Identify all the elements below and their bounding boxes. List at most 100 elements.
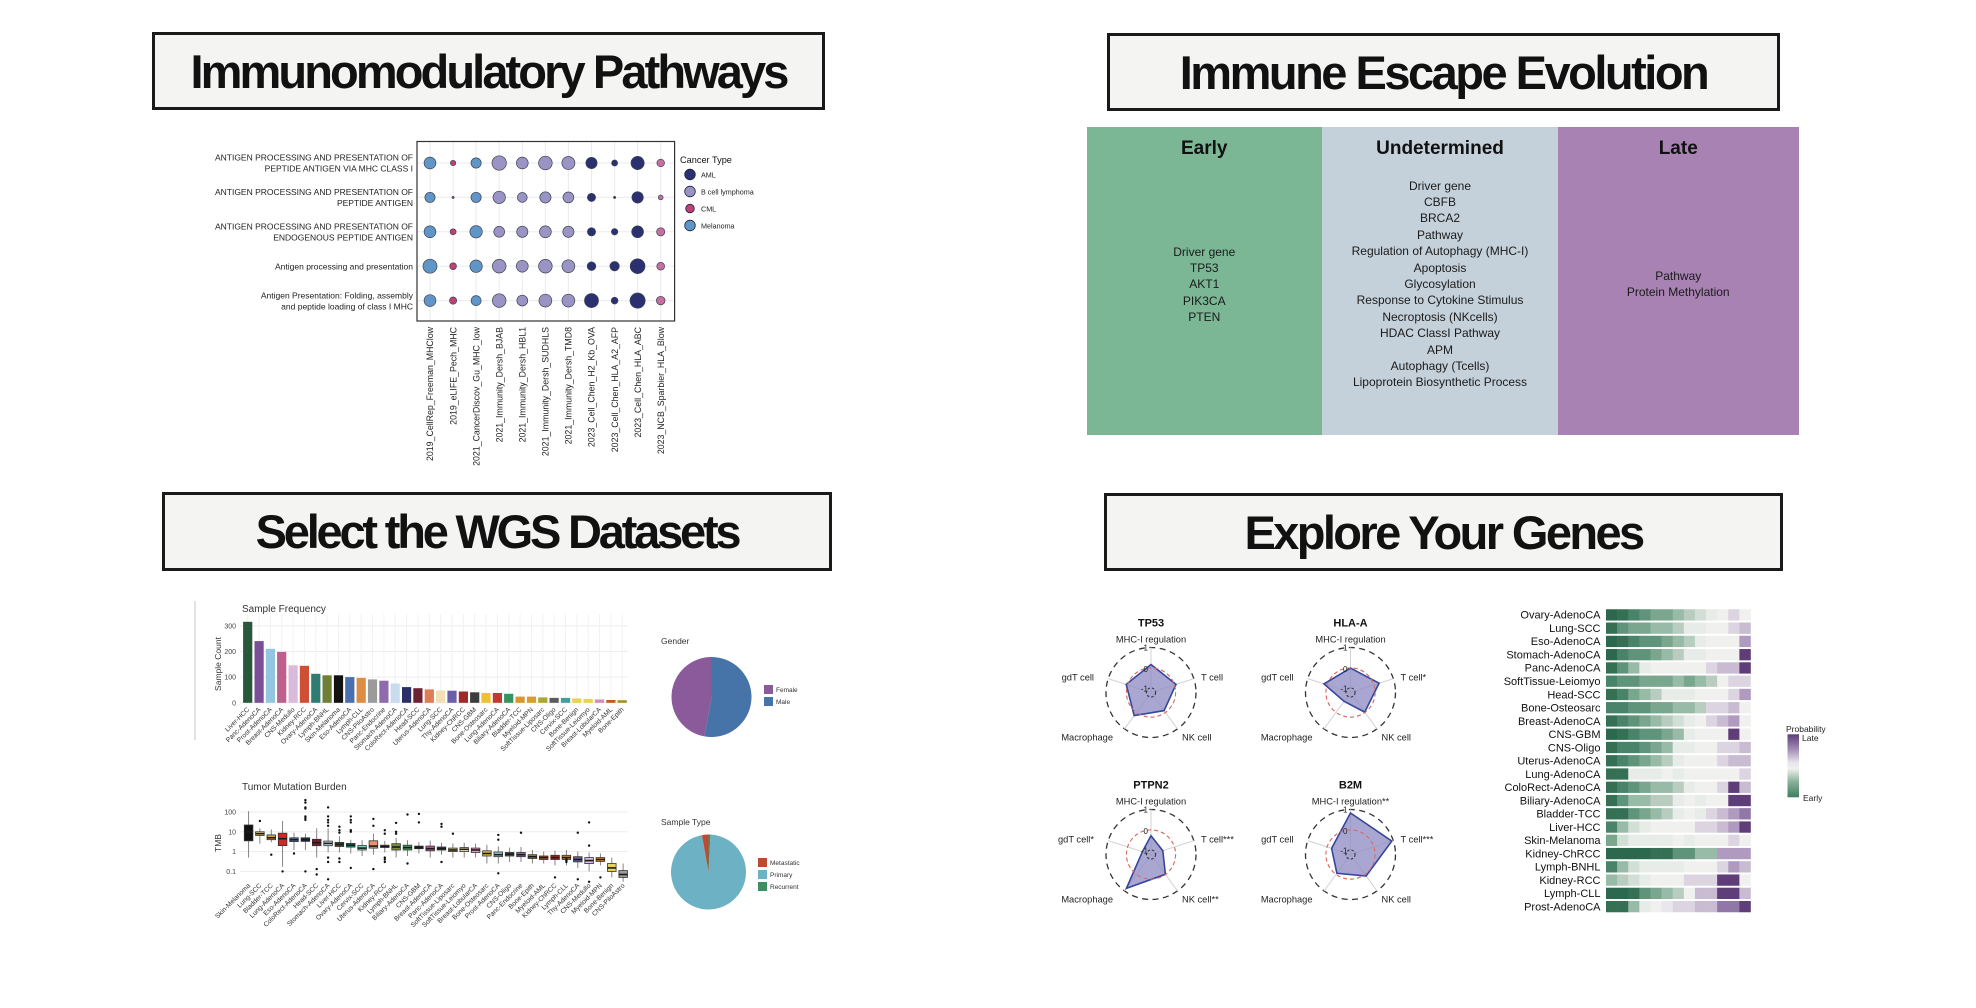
svg-text:Female: Female bbox=[776, 687, 798, 694]
svg-text:Late: Late bbox=[1802, 733, 1819, 743]
svg-text:Sample Frequency: Sample Frequency bbox=[242, 604, 326, 615]
svg-text:NK cell: NK cell bbox=[1182, 733, 1211, 743]
svg-text:0: 0 bbox=[1144, 827, 1149, 836]
svg-text:-1: -1 bbox=[1340, 685, 1348, 694]
svg-text:NK cell: NK cell bbox=[1382, 895, 1411, 905]
svg-text:100: 100 bbox=[224, 810, 236, 817]
svg-text:2023_Cell_Chen_HLA_A2_AFP: 2023_Cell_Chen_HLA_A2_AFP bbox=[610, 327, 620, 452]
svg-text:2023_Cell_Chen_HLA_ABC: 2023_Cell_Chen_HLA_ABC bbox=[633, 326, 643, 437]
svg-text:0.1: 0.1 bbox=[226, 869, 236, 876]
svg-text:CML: CML bbox=[701, 204, 716, 213]
svg-text:CNS-GBM: CNS-GBM bbox=[1549, 729, 1601, 741]
svg-text:MHC-I regulation: MHC-I regulation bbox=[1315, 635, 1385, 645]
svg-text:Tumor Mutation Burden: Tumor Mutation Burden bbox=[242, 782, 347, 793]
svg-text:Gender: Gender bbox=[661, 636, 690, 646]
svg-text:PEPTIDE ANTIGEN: PEPTIDE ANTIGEN bbox=[337, 198, 413, 208]
svg-text:-1: -1 bbox=[1340, 847, 1348, 856]
svg-text:Stomach-AdenoCA: Stomach-AdenoCA bbox=[1506, 650, 1601, 662]
svg-text:ANTIGEN PROCESSING AND PRESENT: ANTIGEN PROCESSING AND PRESENTATION OF bbox=[215, 153, 413, 163]
svg-text:Biliary-AdenoCA: Biliary-AdenoCA bbox=[1520, 795, 1601, 807]
svg-text:Cancer Type: Cancer Type bbox=[680, 155, 732, 165]
svg-text:Macrophage: Macrophage bbox=[1061, 895, 1113, 905]
svg-text:NK cell: NK cell bbox=[1382, 733, 1411, 743]
svg-text:Kidney-ChRCC: Kidney-ChRCC bbox=[1525, 848, 1600, 860]
svg-text:SoftTissue-Leiomyo: SoftTissue-Leiomyo bbox=[1504, 676, 1601, 688]
svg-text:B cell lymphoma: B cell lymphoma bbox=[701, 187, 754, 196]
svg-text:Early: Early bbox=[1803, 793, 1823, 803]
svg-text:B2M: B2M bbox=[1339, 780, 1362, 792]
svg-text:MHC-I regulation: MHC-I regulation bbox=[1116, 635, 1186, 645]
svg-text:Lung-SCC: Lung-SCC bbox=[1549, 623, 1600, 635]
svg-text:Male: Male bbox=[776, 699, 790, 706]
svg-text:1: 1 bbox=[1144, 644, 1149, 653]
svg-text:Lung-AdenoCA: Lung-AdenoCA bbox=[1525, 769, 1601, 781]
svg-text:1: 1 bbox=[1343, 806, 1348, 815]
svg-text:-1: -1 bbox=[1141, 847, 1149, 856]
svg-text:gdT cell: gdT cell bbox=[1062, 673, 1094, 683]
svg-text:Lymph-BNHL: Lymph-BNHL bbox=[1535, 862, 1601, 874]
svg-text:ENDOGENOUS PEPTIDE ANTIGEN: ENDOGENOUS PEPTIDE ANTIGEN bbox=[273, 233, 413, 243]
svg-text:NK cell**: NK cell** bbox=[1182, 895, 1219, 905]
svg-text:ColoRect-AdenoCA: ColoRect-AdenoCA bbox=[1505, 782, 1602, 794]
svg-text:Eso-AdenoCA: Eso-AdenoCA bbox=[1531, 636, 1601, 648]
svg-text:and peptide loading of class I: and peptide loading of class I MHC bbox=[281, 301, 413, 311]
svg-text:AML: AML bbox=[701, 170, 716, 179]
svg-text:T cell: T cell bbox=[1201, 673, 1223, 683]
svg-text:2019_CellRep_Freeman_MHClow: 2019_CellRep_Freeman_MHClow bbox=[425, 326, 435, 461]
svg-text:Bone-Osteosarc: Bone-Osteosarc bbox=[1521, 703, 1601, 715]
svg-text:10: 10 bbox=[228, 829, 236, 836]
svg-text:TP53: TP53 bbox=[1138, 618, 1164, 630]
svg-text:TMB: TMB bbox=[213, 834, 223, 852]
svg-text:PEPTIDE ANTIGEN VIA MHC CLASS: PEPTIDE ANTIGEN VIA MHC CLASS I bbox=[265, 164, 413, 174]
svg-text:0: 0 bbox=[1144, 665, 1149, 674]
svg-text:T cell***: T cell*** bbox=[1401, 835, 1434, 845]
svg-text:Lymph-CLL: Lymph-CLL bbox=[1544, 888, 1600, 900]
svg-text:0: 0 bbox=[1343, 827, 1348, 836]
svg-text:gdT cell: gdT cell bbox=[1261, 673, 1293, 683]
svg-text:100: 100 bbox=[224, 675, 236, 682]
svg-text:2021_Immunity_Dersh_SUDHLS: 2021_Immunity_Dersh_SUDHLS bbox=[541, 327, 551, 456]
svg-text:gdT cell: gdT cell bbox=[1261, 835, 1293, 845]
svg-text:PTPN2: PTPN2 bbox=[1133, 780, 1168, 792]
svg-text:Panc-AdenoCA: Panc-AdenoCA bbox=[1525, 663, 1601, 675]
svg-text:2023_NCB_Sparbier_HLA_Blow: 2023_NCB_Sparbier_HLA_Blow bbox=[656, 326, 666, 454]
svg-text:-1: -1 bbox=[1141, 685, 1149, 694]
svg-text:Macrophage: Macrophage bbox=[1261, 733, 1313, 743]
svg-text:300: 300 bbox=[224, 623, 236, 630]
svg-text:Kidney-RCC: Kidney-RCC bbox=[1539, 875, 1600, 887]
svg-text:0: 0 bbox=[1343, 665, 1348, 674]
svg-text:CNS-Oligo: CNS-Oligo bbox=[1548, 742, 1601, 754]
svg-text:gdT cell*: gdT cell* bbox=[1058, 835, 1094, 845]
svg-text:Macrophage: Macrophage bbox=[1061, 733, 1113, 743]
svg-text:Liver-HCC: Liver-HCC bbox=[1549, 822, 1600, 834]
svg-text:Skin-Melanoma: Skin-Melanoma bbox=[1524, 835, 1601, 847]
svg-text:2021_Immunity_Dersh_BJAB: 2021_Immunity_Dersh_BJAB bbox=[494, 327, 504, 443]
svg-text:Breast-AdenoCA: Breast-AdenoCA bbox=[1518, 716, 1601, 728]
svg-text:Uterus-AdenoCA: Uterus-AdenoCA bbox=[1517, 756, 1601, 768]
svg-text:T cell***: T cell*** bbox=[1201, 835, 1234, 845]
svg-text:HLA-A: HLA-A bbox=[1333, 618, 1367, 630]
svg-text:ANTIGEN PROCESSING AND PRESENT: ANTIGEN PROCESSING AND PRESENTATION OF bbox=[215, 187, 413, 197]
svg-text:Antigen processing and present: Antigen processing and presentation bbox=[275, 261, 413, 271]
svg-text:1: 1 bbox=[232, 849, 236, 856]
svg-text:MHC-I regulation**: MHC-I regulation** bbox=[1312, 797, 1390, 807]
svg-text:Prost-AdenoCA: Prost-AdenoCA bbox=[1524, 901, 1601, 913]
svg-text:1: 1 bbox=[1144, 806, 1149, 815]
svg-text:200: 200 bbox=[224, 649, 236, 656]
svg-text:Probability: Probability bbox=[1786, 724, 1826, 734]
svg-text:Ovary-AdenoCA: Ovary-AdenoCA bbox=[1520, 610, 1601, 622]
svg-text:2021_Immunity_Dersh_TMD8: 2021_Immunity_Dersh_TMD8 bbox=[564, 327, 574, 444]
svg-text:Melanoma: Melanoma bbox=[701, 221, 735, 230]
svg-text:2021_Immunity_Dersh_HBL1: 2021_Immunity_Dersh_HBL1 bbox=[518, 327, 528, 443]
svg-text:2023_Cell_Chen_H2_Kb_OVA: 2023_Cell_Chen_H2_Kb_OVA bbox=[587, 327, 597, 447]
svg-text:Primary: Primary bbox=[770, 872, 793, 879]
svg-text:Head-SCC: Head-SCC bbox=[1547, 689, 1600, 701]
svg-text:Sample Count: Sample Count bbox=[213, 636, 223, 691]
svg-text:2021_CancerDiscov_Gu_MHC_low: 2021_CancerDiscov_Gu_MHC_low bbox=[471, 326, 481, 466]
svg-text:Metastatic: Metastatic bbox=[770, 860, 800, 867]
svg-text:Recurrent: Recurrent bbox=[770, 884, 799, 891]
svg-text:MHC-I regulation: MHC-I regulation bbox=[1116, 797, 1186, 807]
svg-text:T cell*: T cell* bbox=[1401, 673, 1427, 683]
svg-text:Macrophage: Macrophage bbox=[1261, 895, 1313, 905]
svg-text:Bladder-TCC: Bladder-TCC bbox=[1536, 809, 1600, 821]
